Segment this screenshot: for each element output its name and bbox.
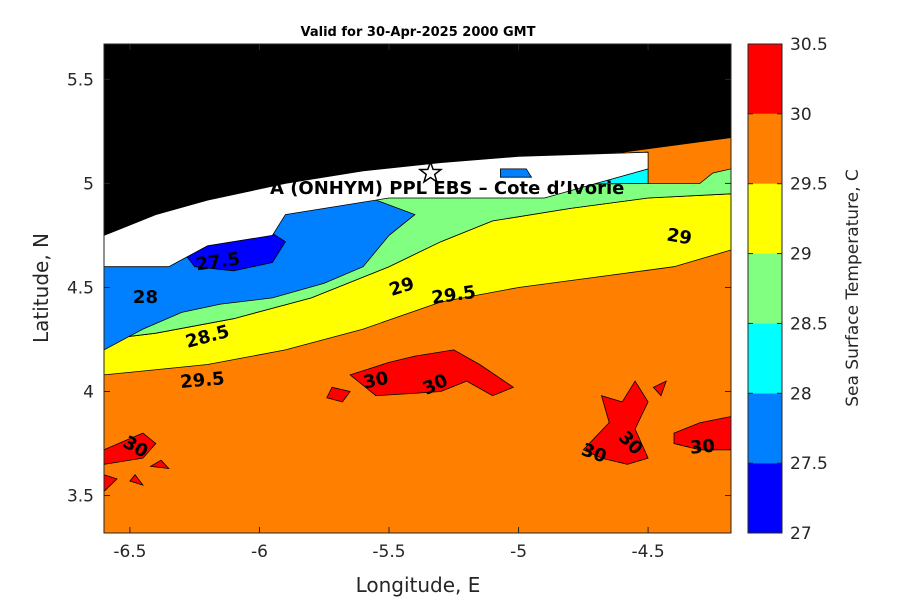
- colorbar: 27 27.5 28 28.5 29 29.5 30 30.5: [747, 35, 828, 544]
- x-tick-label: -6.5: [113, 542, 146, 562]
- y-tick-label: 4: [83, 383, 94, 403]
- y-tick-label: 5: [83, 174, 94, 194]
- contour-region-9: [104, 432, 157, 465]
- y-tick-label: 4.5: [67, 278, 94, 298]
- contour-fills: [104, 44, 731, 492]
- y-tick-label: 3.5: [67, 487, 94, 507]
- colorbar-tick-label: 27.5: [790, 454, 828, 474]
- contour-region-14: [129, 474, 144, 486]
- y-axis-ticks: 3.5 4 4.5 5 5.5: [67, 70, 731, 507]
- chart-title: Valid for 30-Apr-2025 2000 GMT: [301, 25, 536, 40]
- contour-region-11: [673, 416, 731, 451]
- contour-label: 29: [665, 225, 693, 250]
- contour-region-15: [149, 459, 170, 470]
- contour-label: 30: [362, 368, 391, 394]
- colorbar-tick-label: 27: [790, 524, 812, 544]
- plot-frame: [103, 43, 732, 534]
- colorbar-segment: [748, 183, 782, 254]
- contour-region-12: [326, 386, 351, 403]
- colorbar-tick-label: 28: [790, 384, 812, 404]
- colorbar-tick-label: 28.5: [790, 314, 828, 334]
- x-tick-label: -5: [510, 542, 527, 562]
- contour-label: 28: [133, 287, 158, 308]
- x-axis-ticks: -6.5 -6 -5.5 -5 -4.5: [113, 44, 665, 562]
- y-tick-label: 5.5: [67, 70, 94, 90]
- contour-region-6: [104, 151, 649, 268]
- site-annotation: A (ONHYM) PPL EBS – Cote d’Ivorie: [270, 178, 624, 199]
- colorbar-tick-label: 29.5: [790, 175, 828, 195]
- colorbar-tick-label: 29: [790, 245, 812, 265]
- colorbar-segment: [748, 463, 782, 533]
- contour-region-8: [349, 349, 515, 397]
- colorbar-segment: [748, 253, 782, 324]
- colorbar-segment: [748, 44, 782, 114]
- contour-region-13: [104, 474, 118, 492]
- colorbar-label: Sea Surface Temperature, C: [843, 169, 863, 407]
- colorbar-segment: [748, 323, 782, 394]
- contour-label: 29.5: [179, 368, 225, 393]
- x-tick-label: -4.5: [632, 542, 665, 562]
- x-tick-label: -6: [251, 542, 268, 562]
- colorbar-segment: [748, 113, 782, 184]
- x-axis-label: Longitude, E: [356, 573, 481, 597]
- y-axis-label: Latitude, N: [29, 233, 53, 343]
- contour-region-10: [582, 380, 649, 465]
- x-tick-label: -5.5: [372, 542, 405, 562]
- colorbar-tick-label: 30: [790, 105, 812, 125]
- star-marker-icon: [417, 159, 444, 184]
- colorbar-frame: [747, 43, 783, 534]
- contour-region-7: [499, 168, 533, 178]
- colorbar-tick-label: 30.5: [790, 35, 828, 55]
- contour-region-16: [652, 380, 667, 397]
- contour-label: 30: [689, 436, 716, 459]
- colorbar-segment: [748, 393, 782, 464]
